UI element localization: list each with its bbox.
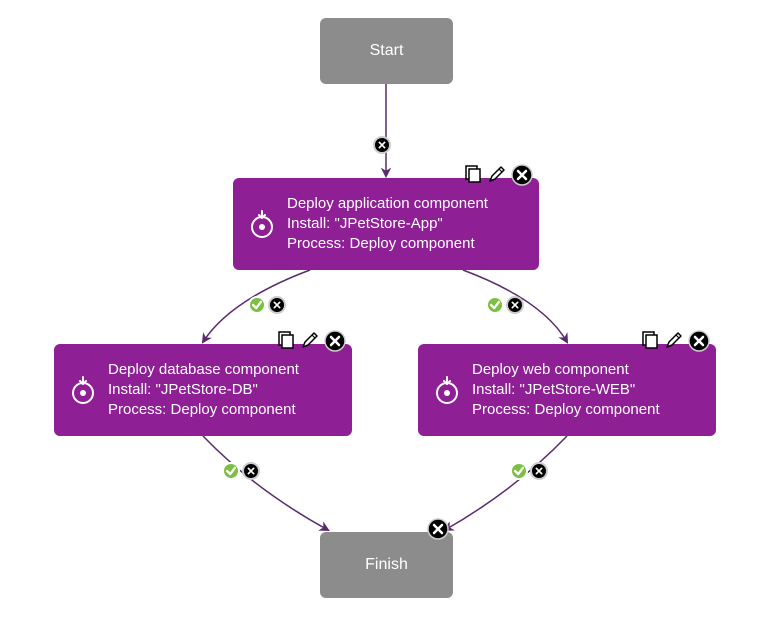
step-process-line: Process: Deploy component — [287, 234, 525, 254]
target-icon — [68, 375, 98, 405]
close-icon[interactable] — [688, 330, 710, 352]
delete-edge-icon[interactable] — [506, 296, 524, 314]
close-icon[interactable] — [511, 164, 533, 186]
delete-edge-icon[interactable] — [242, 462, 260, 480]
delete-edge-icon[interactable] — [373, 136, 391, 154]
step-title: Deploy application component — [287, 194, 525, 214]
success-condition-icon[interactable] — [222, 462, 240, 480]
success-condition-icon[interactable] — [510, 462, 528, 480]
deploy-db-step[interactable]: Deploy database component Install: "JPet… — [54, 344, 352, 436]
step-title: Deploy database component — [108, 360, 338, 380]
delete-edge-icon[interactable] — [268, 296, 286, 314]
step-toolbar — [461, 164, 533, 186]
deploy-web-step[interactable]: Deploy web component Install: "JPetStore… — [418, 344, 716, 436]
edge — [445, 436, 567, 530]
edge-condition-badges — [248, 296, 286, 314]
start-node[interactable]: Start — [320, 18, 453, 84]
step-process-line: Process: Deploy component — [108, 400, 338, 420]
finish-label: Finish — [365, 556, 408, 574]
success-condition-icon[interactable] — [248, 296, 266, 314]
step-title: Deploy web component — [472, 360, 702, 380]
edit-icon[interactable] — [663, 330, 685, 352]
delete-edge-icon[interactable] — [530, 462, 548, 480]
start-label: Start — [370, 42, 404, 60]
success-condition-icon[interactable] — [486, 296, 504, 314]
edge-condition-badges — [222, 462, 260, 480]
step-install-line: Install: "JPetStore-DB" — [108, 380, 338, 400]
finish-node[interactable]: Finish — [320, 532, 453, 598]
edit-icon[interactable] — [486, 164, 508, 186]
target-icon — [432, 375, 462, 405]
deploy-app-step[interactable]: Deploy application component Install: "J… — [233, 178, 539, 270]
edge-condition-badges — [373, 136, 391, 154]
step-toolbar — [638, 330, 710, 352]
copy-icon[interactable] — [638, 330, 660, 352]
copy-icon[interactable] — [274, 330, 296, 352]
finish-toolbar — [427, 518, 449, 540]
step-process-line: Process: Deploy component — [472, 400, 702, 420]
edit-icon[interactable] — [299, 330, 321, 352]
edge — [203, 436, 328, 530]
edge-condition-badges — [510, 462, 548, 480]
close-icon[interactable] — [427, 518, 449, 540]
step-install-line: Install: "JPetStore-WEB" — [472, 380, 702, 400]
step-toolbar — [274, 330, 346, 352]
copy-icon[interactable] — [461, 164, 483, 186]
close-icon[interactable] — [324, 330, 346, 352]
step-install-line: Install: "JPetStore-App" — [287, 214, 525, 234]
edge-condition-badges — [486, 296, 524, 314]
target-icon — [247, 209, 277, 239]
